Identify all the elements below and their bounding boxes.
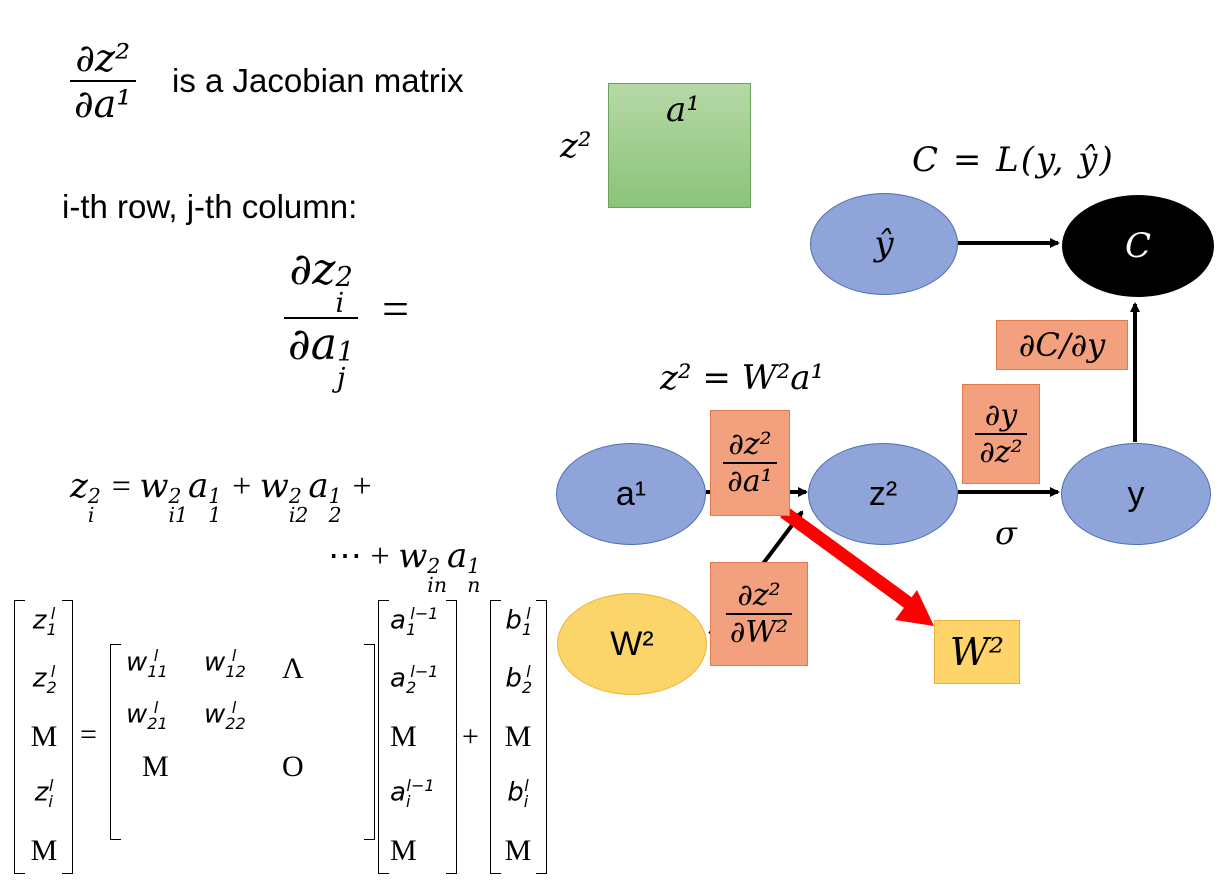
elem-num-base: ∂z bbox=[289, 244, 336, 295]
sigma-label: σ bbox=[995, 514, 1017, 552]
row-col-text: i-th row, j-th column: bbox=[62, 188, 358, 225]
edge-label-dy-dz: ∂y ∂z² bbox=[962, 384, 1040, 484]
elem-den-sup: 1 bbox=[336, 336, 355, 368]
matrix-equals: = bbox=[80, 718, 97, 751]
w-bracket-left bbox=[110, 644, 121, 840]
b-bracket-right bbox=[536, 600, 547, 874]
elem-num-sub: i bbox=[335, 287, 345, 319]
red-arrowhead bbox=[895, 590, 934, 626]
cost-formula: C = L(y, ŷ) bbox=[912, 140, 1115, 180]
b-bracket-left bbox=[490, 600, 501, 874]
edge-label-dz-da: ∂z² ∂a¹ bbox=[710, 410, 790, 516]
expansion-line-2: ⋯ + w 2 in a 1 n bbox=[328, 536, 481, 598]
node-w2: W² bbox=[557, 593, 707, 695]
fraction-denominator: ∂a¹ bbox=[70, 80, 136, 126]
green-col-label: a¹ bbox=[666, 90, 700, 130]
z-bracket-left bbox=[14, 600, 25, 874]
target-w2-box: W² bbox=[934, 620, 1020, 684]
element-equals: = bbox=[382, 283, 410, 336]
matrix-plus: + bbox=[462, 720, 479, 753]
edge-label-dC-dy: ∂C/∂y bbox=[996, 320, 1128, 370]
b-column: b1l b2l M bil M bbox=[504, 604, 533, 867]
jacobian-element: ∂z 2 i ∂a 1 j bbox=[284, 244, 359, 394]
a-bracket-right bbox=[446, 600, 457, 874]
elem-den-base: ∂a bbox=[288, 318, 337, 370]
green-row-label: z² bbox=[560, 126, 592, 166]
z2-formula: z² = W²a¹ bbox=[660, 358, 825, 398]
a-bracket-left bbox=[378, 600, 389, 874]
node-c: C bbox=[1062, 195, 1214, 297]
jacobian-text: is a Jacobian matrix bbox=[172, 62, 464, 99]
elem-num-sup: 2 bbox=[335, 262, 353, 293]
elem-den-sub: j bbox=[336, 362, 346, 394]
node-y-hat: ŷ bbox=[810, 193, 958, 295]
z-column: z1l z2l M zil M bbox=[30, 604, 58, 867]
node-z2: z² bbox=[808, 443, 958, 545]
jacobian-block bbox=[608, 83, 751, 208]
z-bracket-right bbox=[62, 600, 73, 874]
edge-label-dz-dW: ∂z² ∂W² bbox=[710, 562, 808, 666]
node-y: y bbox=[1061, 443, 1211, 545]
a-column: a1l−1 a2l−1 M ail−1 M bbox=[390, 604, 439, 867]
fraction-numerator: ∂z² bbox=[75, 36, 131, 80]
node-a1: a¹ bbox=[556, 443, 706, 545]
jacobian-fraction: ∂z² ∂a¹ bbox=[70, 36, 136, 126]
red-arrow bbox=[780, 506, 922, 616]
w-bracket-right bbox=[364, 644, 375, 840]
